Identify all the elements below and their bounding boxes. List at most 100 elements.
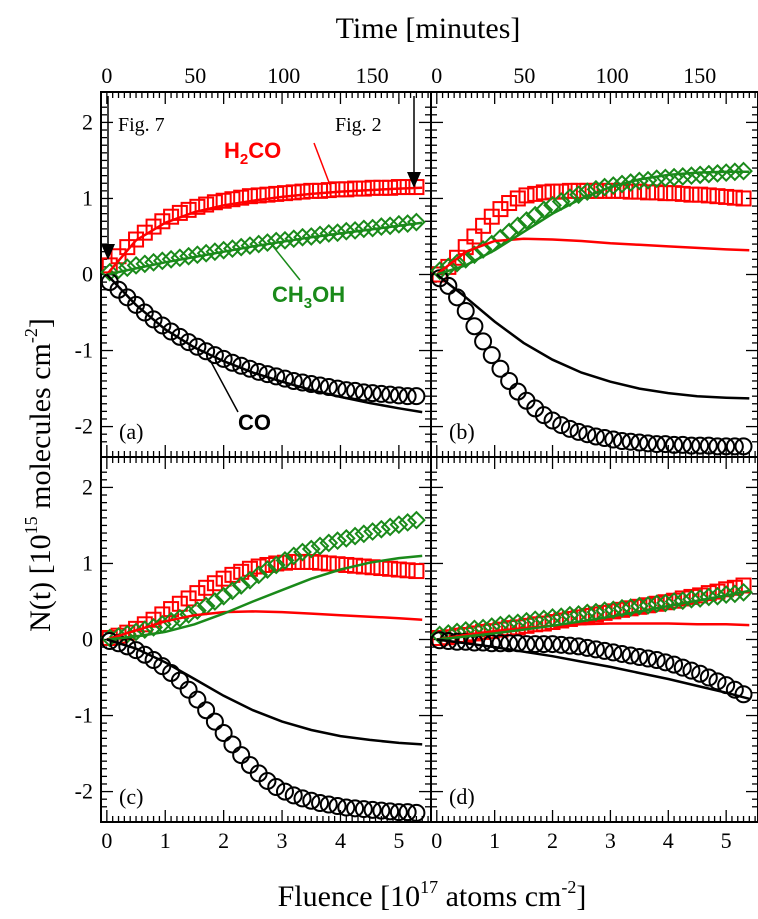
data-point-co — [346, 799, 365, 818]
data-point-co — [398, 803, 417, 822]
data-point-co — [381, 385, 400, 404]
data-point-h2co — [509, 190, 526, 207]
data-point-h2co — [268, 185, 285, 202]
data-point-co — [708, 437, 727, 456]
data-point-h2co — [657, 185, 674, 202]
data-point-ch3oh — [345, 526, 365, 546]
y-tick-label: 1 — [82, 550, 93, 575]
data-point-ch3oh — [301, 227, 321, 246]
data-point-h2co — [347, 180, 364, 197]
y-tick-label: -1 — [75, 338, 93, 363]
data-point-co — [656, 653, 675, 672]
data-point-co — [604, 643, 623, 662]
data-point-co — [293, 373, 312, 392]
panel-c: -2 -1 0 1 2 0 1 2 3 4 5 (c) — [75, 456, 432, 853]
data-point-co — [232, 746, 251, 765]
data-point-ch3oh — [135, 254, 155, 274]
panel-frame — [430, 91, 758, 458]
data-point-ch3oh — [438, 257, 458, 277]
fit-line-h2co — [436, 237, 750, 276]
data-point-co — [665, 435, 684, 454]
data-point-h2co — [241, 188, 258, 205]
data-point-ch3oh — [161, 249, 181, 269]
data-point-ch3oh — [447, 253, 467, 273]
data-point-ch3oh — [214, 586, 234, 606]
data-point-co — [560, 636, 579, 655]
data-point-h2co — [338, 556, 355, 573]
data-point-co — [311, 376, 330, 395]
data-point-h2co — [390, 179, 407, 196]
top-tick-label: 150 — [683, 63, 716, 88]
x-tick-label: 1 — [489, 828, 500, 853]
x-tick-label: 2 — [547, 828, 558, 853]
data-point-co — [302, 791, 321, 810]
data-point-ch3oh — [284, 546, 304, 566]
data-point-ch3oh — [336, 528, 356, 548]
data-point-ch3oh — [690, 589, 710, 608]
data-point-ch3oh — [170, 248, 190, 268]
data-point-h2co — [329, 181, 346, 198]
data-point-ch3oh — [319, 224, 339, 243]
data-point-ch3oh — [345, 220, 365, 240]
data-point-co — [526, 635, 545, 654]
y-tick-label: 2 — [82, 109, 93, 134]
data-point-h2co — [501, 195, 518, 212]
data-point-co — [389, 803, 408, 822]
data-point-h2co — [683, 186, 700, 203]
data-point-h2co — [215, 570, 232, 587]
data-point-ch3oh — [621, 598, 641, 617]
y-tick-label: -2 — [75, 414, 93, 439]
data-point-co — [621, 432, 640, 451]
data-point-h2co — [553, 183, 570, 200]
data-point-ch3oh — [354, 219, 374, 239]
panel-label: (a) — [119, 419, 143, 444]
data-point-co — [534, 635, 553, 654]
data-point-h2co — [449, 249, 466, 266]
label-h2co: H2CO — [224, 138, 281, 168]
x-tick-label: 4 — [335, 828, 346, 853]
data-point-co — [293, 789, 312, 808]
data-point-co — [665, 655, 684, 674]
data-point-ch3oh — [363, 218, 383, 238]
data-point-ch3oh — [464, 245, 484, 265]
data-point-co — [500, 371, 519, 390]
data-point-h2co — [285, 553, 302, 570]
data-point-co — [569, 422, 588, 441]
data-point-ch3oh — [398, 214, 418, 233]
data-point-h2co — [259, 186, 276, 203]
fit-line-ch3oh — [106, 221, 423, 276]
data-point-h2co — [180, 201, 197, 218]
data-point-co — [284, 786, 303, 805]
x-tick-label: 2 — [218, 828, 229, 853]
data-point-ch3oh — [363, 522, 383, 541]
data-point-ch3oh — [275, 230, 295, 250]
data-point-h2co — [189, 585, 206, 602]
y-axis-title: N(t) [1015 molecules cm-2] — [21, 318, 57, 632]
fig2-arrow-head — [407, 172, 421, 188]
data-point-co — [508, 382, 527, 401]
data-point-ch3oh — [699, 587, 719, 607]
bottom-axis-title-end: ] — [576, 880, 586, 913]
data-point-h2co — [312, 182, 329, 199]
data-point-co — [699, 668, 718, 687]
data-point-h2co — [163, 208, 180, 225]
data-point-co — [586, 427, 605, 446]
data-point-h2co — [373, 560, 390, 577]
x-tick-label: 0 — [101, 828, 112, 853]
data-point-co — [205, 712, 224, 731]
data-point-ch3oh — [144, 617, 163, 637]
data-point-ch3oh — [725, 162, 745, 182]
data-point-h2co — [640, 184, 657, 201]
data-point-ch3oh — [328, 223, 347, 243]
data-point-h2co — [145, 611, 162, 628]
data-point-co — [407, 803, 426, 822]
data-point-h2co — [320, 555, 337, 572]
x-tick-label: 1 — [160, 828, 171, 853]
data-point-ch3oh — [716, 163, 736, 183]
data-point-ch3oh — [275, 551, 295, 570]
data-point-h2co — [338, 181, 355, 198]
y-tick-label: 0 — [82, 627, 93, 652]
data-point-co — [612, 432, 631, 451]
data-point-co — [197, 342, 216, 361]
data-point-ch3oh — [603, 600, 623, 620]
